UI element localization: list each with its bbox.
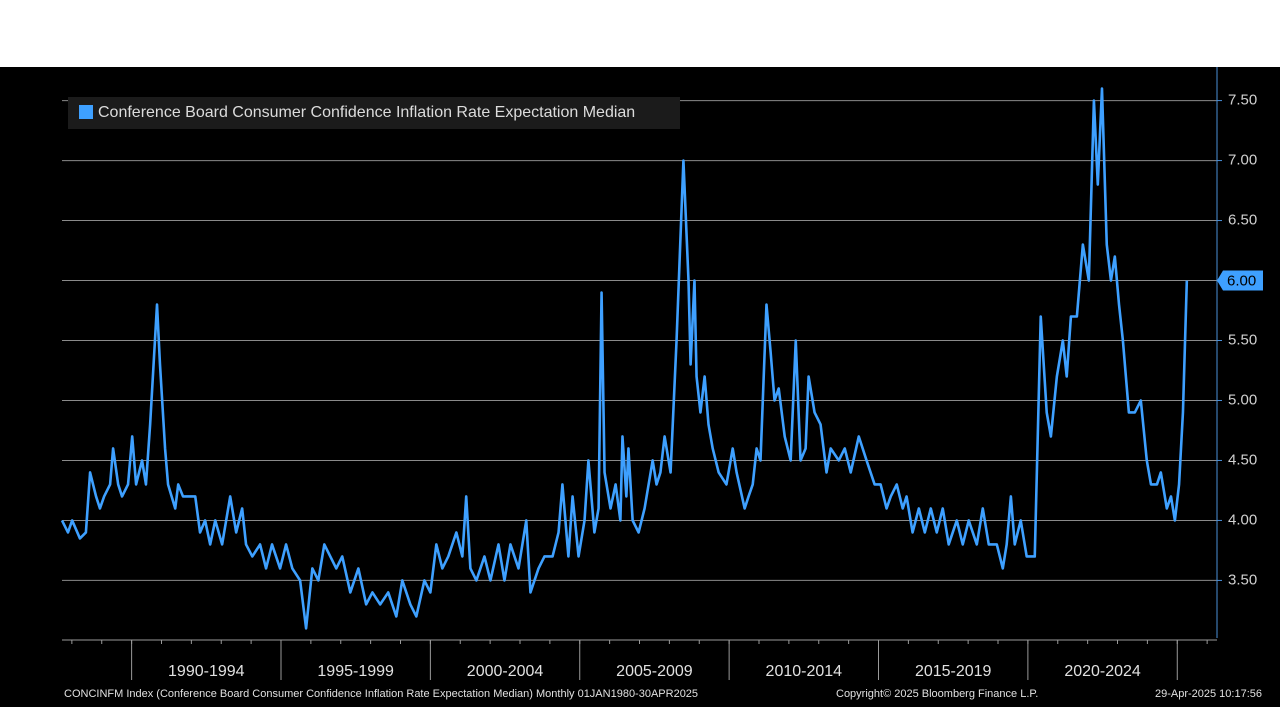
legend-label: Conference Board Consumer Confidence Inf…: [98, 104, 635, 121]
top-margin: [0, 0, 1280, 67]
footer-right: 29-Apr-2025 10:17:56: [1155, 688, 1262, 700]
legend-box: [68, 97, 680, 129]
data-line: [60, 87, 1189, 630]
legend-swatch: [79, 105, 93, 119]
y-tick-label: 4.00: [1228, 511, 1257, 528]
footer-left: CONCINFM Index (Conference Board Consume…: [64, 688, 698, 700]
y-tick-label: 7.00: [1228, 152, 1257, 169]
y-tick-label: 5.50: [1228, 331, 1257, 348]
x-tick-label: 2000-2004: [467, 663, 544, 680]
y-tick-label: 4.50: [1228, 451, 1257, 468]
last-value-box: [1217, 270, 1263, 291]
lines: [60, 87, 1189, 630]
y-tick-label: 3.50: [1228, 571, 1257, 588]
x-tick-label: 1995-1999: [317, 663, 394, 680]
x-tick-label: 1990-1994: [168, 663, 245, 680]
y-tick-label: 7.50: [1228, 92, 1257, 109]
axes: 3.50 4.00 4.50 5.00 5.50 6.00 6.50 7.00 7.50 1990…: [62, 67, 1263, 680]
y-tick-label: 6.50: [1228, 212, 1257, 229]
legend: Conference Board Consumer Confidence Inf…: [68, 97, 680, 129]
x-tick-label: 2015-2019: [915, 663, 992, 680]
x-tick-label: 2005-2009: [616, 663, 693, 680]
footer-center: Copyright© 2025 Bloomberg Finance L.P.: [836, 688, 1038, 700]
y-tick-label: 5.00: [1228, 391, 1257, 408]
x-tick-label: 2010-2014: [766, 663, 843, 680]
chart-background: [0, 67, 1280, 707]
last-value-label: 6.00: [1227, 272, 1256, 289]
x-tick-label: 2020-2024: [1064, 663, 1141, 680]
